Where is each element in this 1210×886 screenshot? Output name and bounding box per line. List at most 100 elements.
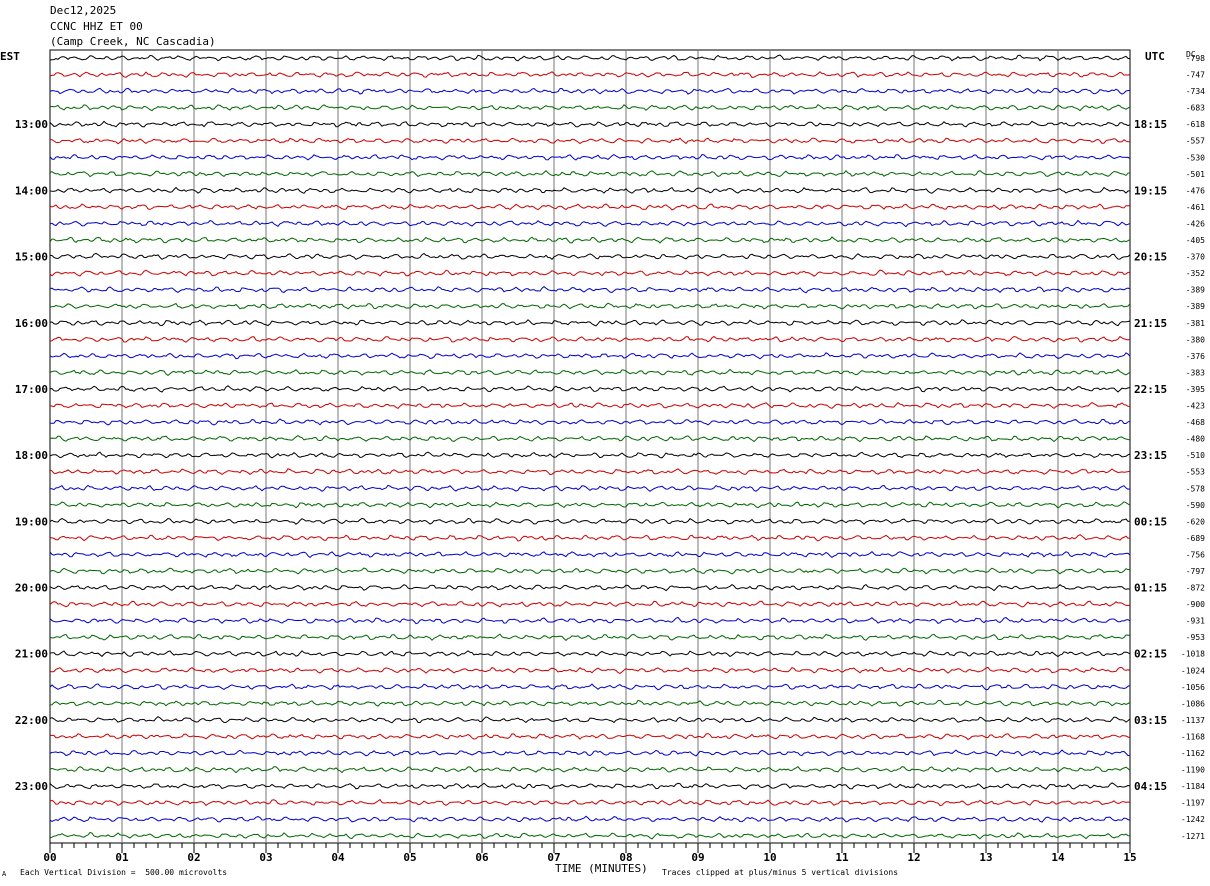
- utc-axis-label: UTC: [1145, 50, 1165, 63]
- dc-offset-label: -953: [1186, 633, 1205, 642]
- seismic-trace: [49, 170, 1131, 178]
- seismic-trace: [49, 616, 1131, 625]
- seismic-trace: [49, 252, 1131, 261]
- x-tick-label: 05: [403, 851, 416, 864]
- seismic-trace: [49, 71, 1131, 78]
- dc-offset-label: -1271: [1181, 832, 1205, 841]
- seismic-trace: [49, 534, 1131, 542]
- seismic-trace: [49, 468, 1131, 476]
- seismic-trace: [49, 120, 1131, 128]
- est-hour-label: 14:00: [15, 184, 48, 197]
- x-tick-label: 04: [331, 851, 345, 864]
- x-tick-label: 09: [691, 851, 704, 864]
- utc-hour-label: 04:15: [1134, 780, 1167, 793]
- dc-offset-label: -578: [1186, 484, 1205, 493]
- dc-offset-label: -405: [1186, 236, 1205, 245]
- seismic-trace: [49, 451, 1131, 459]
- dc-offset-label: -423: [1186, 402, 1205, 411]
- seismic-trace: [49, 137, 1130, 145]
- est-hour-label: 23:00: [15, 780, 48, 793]
- x-tick-label: 13: [979, 851, 992, 864]
- dc-offset-label: -557: [1186, 137, 1205, 146]
- x-tick-label: 01: [115, 851, 129, 864]
- est-hour-label: 18:00: [15, 449, 48, 462]
- seismic-trace: [49, 302, 1131, 310]
- dc-offset-label: -376: [1186, 352, 1205, 361]
- seismic-trace: [49, 319, 1131, 327]
- seismic-trace: [49, 285, 1131, 294]
- est-hour-label: 19:00: [15, 515, 48, 528]
- dc-offset-label: -501: [1186, 170, 1205, 179]
- dc-offset-label: -1137: [1181, 716, 1205, 725]
- dc-offset-label: -900: [1186, 600, 1205, 609]
- dc-offset-label: -1168: [1181, 732, 1205, 741]
- est-hour-label: 21:00: [15, 648, 48, 661]
- seismic-trace: [49, 666, 1131, 674]
- corner-mark: A: [2, 870, 7, 878]
- seismic-trace: [49, 782, 1131, 790]
- seismic-trace: [49, 600, 1131, 608]
- seismic-trace: [49, 798, 1131, 807]
- x-tick-label: 06: [475, 851, 489, 864]
- seismic-trace: [49, 335, 1131, 343]
- seismic-trace: [49, 104, 1131, 112]
- dc-offset-label: -370: [1186, 253, 1205, 262]
- dc-offset-label: -380: [1186, 335, 1205, 344]
- seismic-trace: [49, 186, 1131, 194]
- seismic-trace: [49, 732, 1131, 741]
- dc-label: DC: [1186, 50, 1196, 59]
- x-tick-label: 08: [619, 851, 632, 864]
- dc-offset-label: -1190: [1181, 766, 1205, 775]
- seismic-trace: [49, 401, 1131, 410]
- est-hour-label: 22:00: [15, 714, 48, 727]
- clip-note: Traces clipped at plus/minus 5 vertical …: [662, 868, 899, 877]
- dc-offset-label: -1086: [1181, 699, 1205, 708]
- dc-offset-label: -389: [1186, 302, 1205, 311]
- seismic-trace: [49, 650, 1131, 658]
- dc-offset-label: -383: [1186, 368, 1205, 377]
- utc-hour-label: 20:15: [1134, 251, 1167, 264]
- x-tick-label: 07: [547, 851, 560, 864]
- dc-offset-label: -797: [1186, 567, 1205, 576]
- seismic-trace: [49, 368, 1131, 377]
- dc-offset-label: -689: [1186, 534, 1205, 543]
- dc-offset-label: -530: [1186, 153, 1205, 162]
- seismic-trace: [49, 766, 1131, 774]
- seismic-trace: [49, 501, 1131, 509]
- seismic-trace: [49, 749, 1131, 757]
- dc-offset-label: -389: [1186, 286, 1205, 295]
- seismic-trace: [49, 583, 1131, 592]
- seismic-trace: [49, 434, 1131, 443]
- scale-note: Each Vertical Division = 500.00 microvol…: [20, 868, 228, 877]
- dc-offset-label: -1162: [1181, 749, 1205, 758]
- x-tick-label: 14: [1051, 851, 1065, 864]
- x-tick-label: 02: [187, 851, 200, 864]
- seismic-trace: [49, 633, 1131, 642]
- seismic-trace: [49, 203, 1131, 211]
- dc-offset-label: -1242: [1181, 815, 1205, 824]
- dc-offset-label: -798: [1186, 54, 1205, 63]
- dc-offset-label: -618: [1186, 120, 1205, 129]
- seismic-trace: [49, 87, 1131, 95]
- dc-offset-label: -480: [1186, 435, 1205, 444]
- dc-offset-label: -553: [1186, 468, 1205, 477]
- dc-offset-label: -683: [1186, 104, 1205, 113]
- est-hour-label: 20:00: [15, 582, 48, 595]
- seismic-trace: [49, 54, 1131, 62]
- est-hour-label: 16:00: [15, 317, 48, 330]
- utc-hour-label: 18:15: [1134, 118, 1167, 131]
- seismic-trace: [49, 551, 1131, 559]
- dc-offset-label: -461: [1186, 203, 1205, 212]
- seismic-trace: [49, 236, 1131, 244]
- dc-offset-label: -1056: [1181, 683, 1205, 692]
- dc-offset-label: -734: [1186, 87, 1205, 96]
- x-tick-label: 15: [1123, 851, 1136, 864]
- plot-frame: [49, 49, 1131, 844]
- dc-offset-label: -1024: [1181, 666, 1205, 675]
- utc-hour-label: 03:15: [1134, 714, 1167, 727]
- seismic-trace: [49, 154, 1131, 161]
- seismic-trace: [49, 815, 1131, 823]
- dc-offset-label: -1018: [1181, 650, 1205, 659]
- dc-offset-label: -352: [1186, 269, 1205, 278]
- est-hour-label: 13:00: [15, 118, 48, 131]
